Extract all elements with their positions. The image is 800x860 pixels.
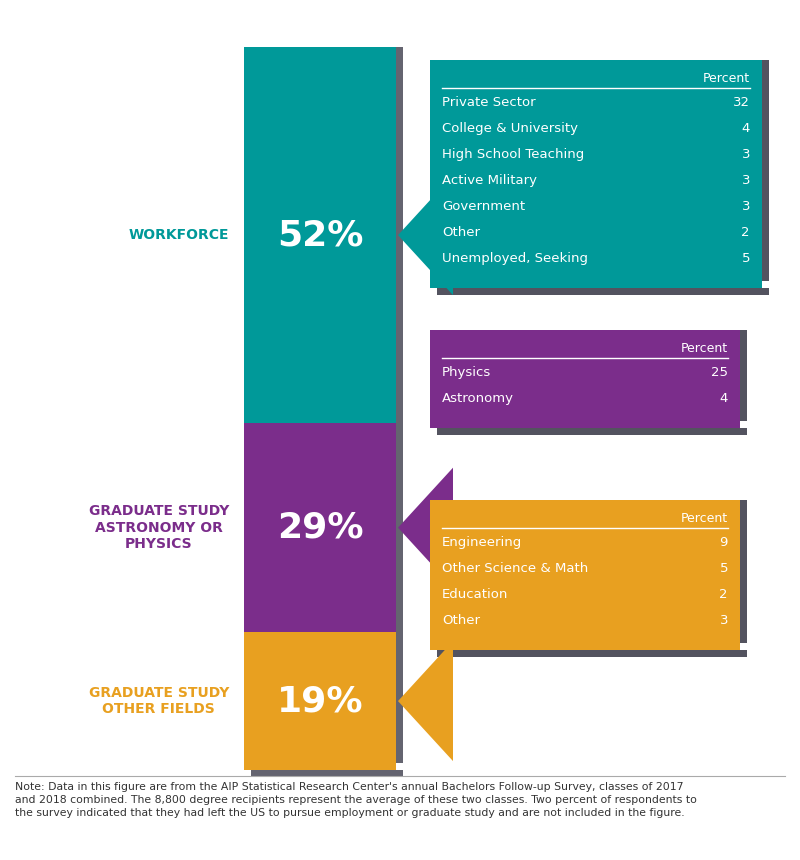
Text: Government: Government: [442, 200, 525, 212]
Text: Note: Data in this figure are from the AIP Statistical Research Center's annual : Note: Data in this figure are from the A…: [15, 782, 697, 819]
Text: Other: Other: [442, 226, 480, 239]
Text: 3: 3: [742, 148, 750, 161]
Text: 5: 5: [719, 562, 728, 574]
Bar: [430, 330, 740, 428]
Bar: [437, 428, 747, 435]
Text: Engineering: Engineering: [442, 536, 522, 549]
Text: 32: 32: [733, 95, 750, 109]
Text: 3: 3: [742, 174, 750, 187]
Bar: [396, 47, 403, 763]
Text: Physics: Physics: [442, 366, 491, 378]
Text: 9: 9: [720, 536, 728, 549]
Polygon shape: [398, 357, 453, 587]
Text: Astronomy: Astronomy: [442, 392, 514, 405]
Bar: [437, 650, 747, 657]
Text: 52%: 52%: [277, 218, 363, 252]
Text: Unemployed, Seeking: Unemployed, Seeking: [442, 252, 588, 265]
Bar: [762, 60, 769, 281]
Bar: [430, 60, 762, 288]
Text: Percent: Percent: [681, 512, 728, 525]
Bar: [740, 500, 747, 643]
Text: Education: Education: [442, 587, 508, 601]
Text: 4: 4: [742, 122, 750, 135]
Text: Percent: Percent: [681, 342, 728, 355]
Text: 5: 5: [742, 252, 750, 265]
Polygon shape: [398, 152, 453, 295]
Text: 19%: 19%: [277, 684, 363, 718]
Text: Other: Other: [442, 614, 480, 627]
Text: 4: 4: [720, 392, 728, 405]
Text: High School Teaching: High School Teaching: [442, 148, 584, 161]
Text: 2: 2: [742, 226, 750, 239]
Bar: [244, 423, 396, 632]
Text: GRADUATE STUDY
OTHER FIELDS: GRADUATE STUDY OTHER FIELDS: [89, 686, 229, 716]
Text: Active Military: Active Military: [442, 174, 537, 187]
Bar: [251, 770, 403, 777]
Text: 29%: 29%: [277, 511, 363, 544]
Bar: [244, 632, 396, 770]
Text: WORKFORCE: WORKFORCE: [129, 228, 229, 243]
Text: 2: 2: [719, 587, 728, 601]
Text: 3: 3: [719, 614, 728, 627]
Bar: [244, 47, 396, 423]
Bar: [437, 288, 769, 295]
Text: GRADUATE STUDY
ASTRONOMY OR
PHYSICS: GRADUATE STUDY ASTRONOMY OR PHYSICS: [89, 505, 229, 551]
Text: Other Science & Math: Other Science & Math: [442, 562, 588, 574]
Text: College & University: College & University: [442, 122, 578, 135]
Text: 25: 25: [711, 366, 728, 378]
Text: Private Sector: Private Sector: [442, 95, 536, 109]
Text: Percent: Percent: [703, 72, 750, 85]
Polygon shape: [398, 553, 453, 761]
Bar: [740, 330, 747, 421]
Text: 3: 3: [742, 200, 750, 212]
Bar: [430, 500, 740, 650]
